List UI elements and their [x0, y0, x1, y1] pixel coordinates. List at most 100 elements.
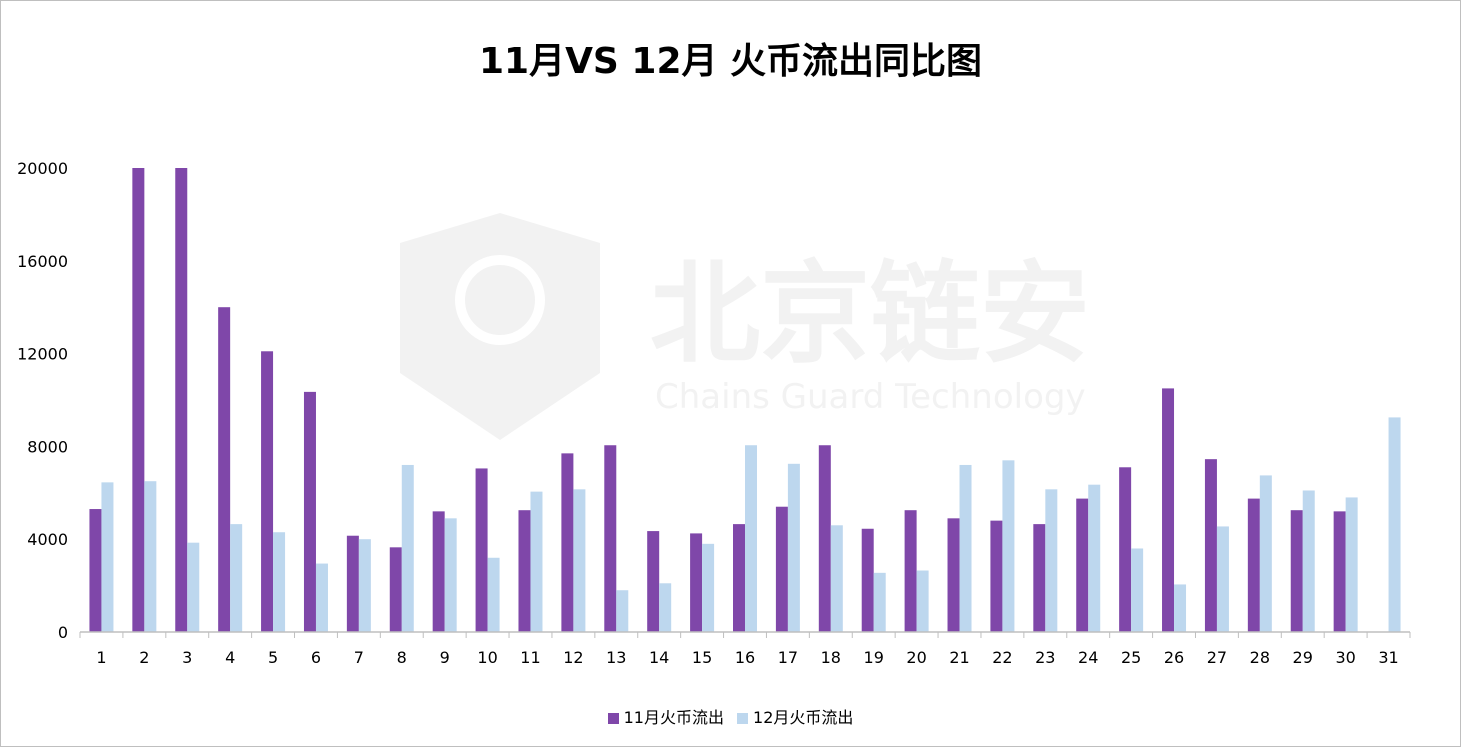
bar-nov [818, 445, 831, 632]
bar-dec [659, 583, 672, 632]
bar-dec [230, 524, 243, 632]
x-tick-label: 11 [520, 648, 540, 667]
bar-dec [1131, 548, 1144, 632]
watermark-en-text: Chains Guard Technology [655, 377, 1086, 417]
bar-dec [358, 539, 371, 632]
bar-nov [389, 547, 402, 632]
legend-swatch-nov [607, 713, 619, 724]
x-tick-label: 29 [1293, 648, 1313, 667]
bar-nov [904, 510, 917, 632]
x-tick-label: 21 [949, 648, 969, 667]
y-tick-label: 4000 [27, 530, 68, 549]
bar-dec [315, 563, 328, 632]
bar-dec [1216, 526, 1229, 632]
bar-dec [1002, 460, 1015, 632]
x-tick-label: 30 [1335, 648, 1355, 667]
bar-dec [1174, 584, 1187, 632]
x-tick-label: 12 [563, 648, 583, 667]
bar-dec [444, 518, 457, 632]
bar-nov [1162, 388, 1175, 632]
bar-nov [303, 391, 316, 632]
bar-nov [604, 445, 617, 632]
bar-dec [959, 464, 972, 632]
legend-item-nov: 11月火币流出 [607, 704, 724, 728]
x-tick-label: 24 [1078, 648, 1098, 667]
x-tick-label: 17 [778, 648, 798, 667]
bar-nov [947, 518, 960, 632]
watermark-cn-text: 北京链安 [650, 250, 1090, 378]
x-tick-label: 10 [477, 648, 497, 667]
bar-nov [1119, 467, 1132, 632]
x-tick-label: 23 [1035, 648, 1055, 667]
y-tick-label: 16000 [17, 252, 68, 271]
bar-nov [261, 351, 274, 632]
bar-dec [273, 532, 286, 632]
x-tick-label: 5 [268, 648, 278, 667]
legend-label-nov: 11月火币流出 [623, 708, 724, 727]
x-tick-label: 22 [992, 648, 1012, 667]
bar-nov [132, 168, 145, 632]
x-tick-label: 14 [649, 648, 669, 667]
bar-dec [487, 557, 500, 632]
y-axis: 0 4000 8000 12000 16000 20000 [17, 159, 68, 642]
x-tick-label: 9 [440, 648, 450, 667]
x-tick-label: 8 [397, 648, 407, 667]
x-tick-label: 3 [182, 648, 192, 667]
x-tick-label: 2 [139, 648, 149, 667]
x-tick-label: 31 [1378, 648, 1398, 667]
x-axis: 1 2 3 4 5 6 7 8 9 10 11 12 13 14 15 16 17 18 19 20 21 22 23 24 2… [79, 632, 1411, 667]
x-tick-label: 27 [1207, 648, 1227, 667]
x-tick-label: 4 [225, 648, 235, 667]
chart-title: 11月VS 12月 火币流出同比图 [478, 41, 983, 82]
bar-nov [346, 535, 359, 632]
x-tick-label: 19 [864, 648, 884, 667]
bars [89, 168, 1401, 632]
x-tick-label: 1 [96, 648, 106, 667]
bar-nov [475, 468, 488, 632]
x-tick-label: 16 [735, 648, 755, 667]
bar-dec [530, 491, 543, 632]
bar-dec [144, 481, 157, 632]
bar-dec [616, 590, 629, 632]
x-tick-label: 15 [692, 648, 712, 667]
chart-canvas: 北京链安 Chains Guard Technology 04000800012… [17, 159, 1411, 667]
y-tick-label: 8000 [27, 437, 68, 456]
bar-dec [101, 482, 114, 632]
bar-dec [1388, 417, 1401, 632]
bar-nov [1076, 498, 1089, 632]
bar-dec [916, 570, 929, 632]
legend-swatch-dec [737, 713, 749, 724]
bar-dec [1088, 484, 1101, 632]
x-tick-label: 26 [1164, 648, 1184, 667]
bar-dec [573, 489, 586, 632]
legend: 11月火币流出 12月火币流出 [0, 704, 1461, 728]
bar-nov [175, 168, 188, 632]
bar-nov [561, 453, 574, 632]
x-tick-label: 7 [354, 648, 364, 667]
watermark-logo-ring [455, 255, 545, 345]
bar-nov [647, 531, 660, 632]
legend-item-dec: 12月火币流出 [737, 704, 853, 728]
bar-nov [1033, 524, 1046, 632]
bar-dec [401, 464, 414, 632]
watermark: 北京链安 Chains Guard Technology [400, 213, 1090, 440]
bar-nov [1290, 510, 1303, 632]
bar-nov [1333, 511, 1346, 632]
x-tick-label: 25 [1121, 648, 1141, 667]
bar-dec [1345, 497, 1358, 632]
bar-dec [745, 445, 757, 632]
bar-nov [775, 506, 788, 632]
bar-nov [218, 307, 231, 632]
bar-dec [187, 542, 200, 632]
x-tick-label: 13 [606, 648, 626, 667]
y-tick-label: 12000 [17, 345, 68, 364]
legend-label-dec: 12月火币流出 [753, 708, 854, 727]
bar-nov [690, 533, 703, 632]
bar-nov [861, 528, 874, 632]
bar-dec [1045, 489, 1058, 632]
bar-nov [990, 520, 1003, 632]
bar-nov [432, 511, 445, 632]
bar-nov [733, 524, 745, 632]
y-tick-label: 0 [58, 623, 68, 642]
bar-dec [873, 572, 886, 632]
